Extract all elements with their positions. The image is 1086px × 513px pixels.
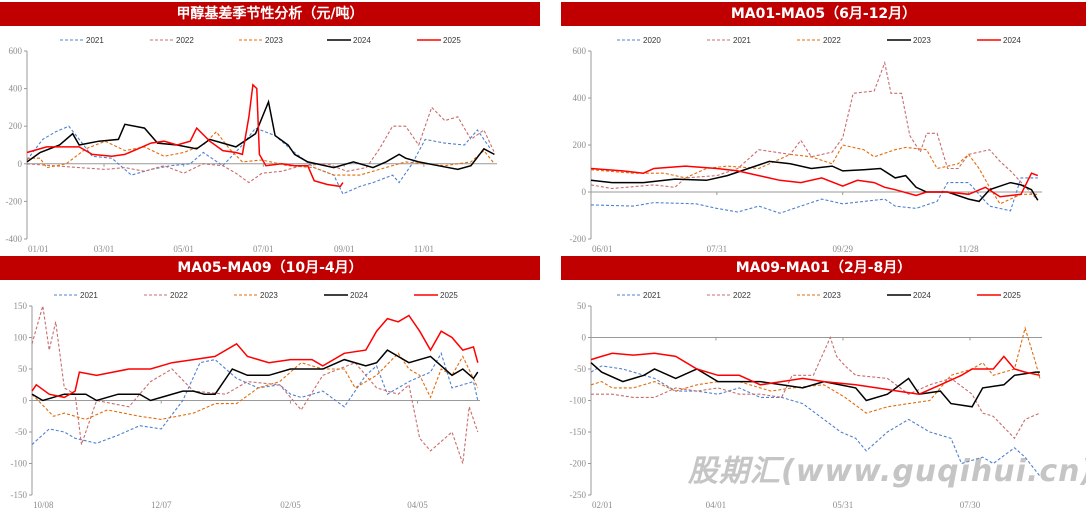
watermark: 股期汇(www.guqihui.cn)	[688, 454, 1086, 489]
legend-label-2021: 2021	[733, 36, 751, 45]
chart-title-ma09-ma01: MA09-MA01（2月-8月）	[561, 256, 1086, 280]
legend-label-2023: 2023	[265, 36, 283, 45]
legend-label-2024: 2024	[350, 291, 368, 300]
series-line-2025	[26, 83, 344, 188]
legend-label-2024: 2024	[1003, 36, 1021, 45]
series-line-2024	[590, 165, 1039, 198]
y-tick-label: -150	[570, 427, 587, 437]
series-line-2024	[31, 349, 479, 402]
y-tick-label: -200	[570, 459, 587, 469]
y-tick-label: 400	[573, 93, 587, 103]
y-tick-label: 0	[582, 333, 587, 343]
series-line-2023	[31, 352, 479, 420]
y-tick-label: 100	[14, 333, 28, 343]
y-tick-label: -250	[570, 490, 587, 500]
x-tick-label: 07/01	[253, 244, 274, 254]
x-tick-label: 11/28	[958, 244, 979, 254]
x-tick-label: 10/08	[33, 500, 54, 510]
y-tick-label: -100	[570, 396, 587, 406]
y-tick-label: 600	[573, 46, 587, 56]
legend-label-2022: 2022	[176, 36, 194, 45]
legend-label-2024: 2024	[913, 291, 931, 300]
x-tick-label: 03/01	[94, 244, 115, 254]
series-line-2020	[590, 177, 1038, 214]
legend-label-2023: 2023	[260, 291, 278, 300]
y-tick-label: 150	[14, 301, 28, 311]
series-line-2021	[31, 351, 479, 446]
series-line-2023	[590, 326, 1041, 414]
x-tick-label: 02/01	[592, 500, 613, 510]
series-line-2023	[27, 130, 495, 176]
legend-label-2023: 2023	[913, 36, 931, 45]
x-tick-label: 09/29	[832, 244, 853, 254]
series-line-2022	[590, 144, 1038, 205]
y-tick-label: 50	[577, 301, 587, 311]
y-tick-label: 0	[18, 159, 23, 169]
x-tick-label: 01/01	[28, 244, 49, 254]
series-line-2024	[26, 99, 495, 171]
series-line-2021	[590, 365, 1041, 477]
chart-title-ma01-ma05: MA01-MA05（6月-12月）	[561, 2, 1086, 26]
legend-label-2022: 2022	[823, 36, 841, 45]
x-tick-label: 11/01	[414, 244, 434, 254]
series-line-2022	[591, 335, 1041, 440]
series-line-2022	[31, 305, 479, 464]
y-tick-label: 50	[18, 364, 28, 374]
y-tick-label: -150	[11, 490, 28, 500]
legend-label-2025: 2025	[443, 36, 461, 45]
x-tick-label: 06/01	[592, 244, 613, 254]
y-tick-label: -200	[6, 196, 23, 206]
series-line-2025	[590, 352, 1041, 395]
series-line-2021	[590, 60, 1039, 201]
legend-label-2020: 2020	[643, 36, 661, 45]
y-tick-label: 600	[9, 46, 23, 56]
chart-title-ma05-ma09: MA05-MA09（10月-4月）	[0, 256, 540, 280]
legend-label-2025: 2025	[440, 291, 458, 300]
y-tick-label: -400	[6, 234, 23, 244]
chart-title-methanol-basis: 甲醇基差季节性分析（元/吨）	[0, 2, 540, 26]
y-tick-label: 400	[9, 84, 23, 94]
legend-label-2022: 2022	[170, 291, 188, 300]
x-tick-label: 12/07	[151, 500, 172, 510]
y-tick-label: 0	[23, 396, 28, 406]
chart-methanol-basis: -400 -200 0 200 400 600 01/01 03/01 05/01 07/01 09…	[6, 36, 497, 254]
x-tick-label: 04/01	[706, 500, 727, 510]
x-tick-label: 09/01	[334, 244, 355, 254]
series-line-2024	[590, 362, 1040, 408]
x-tick-label: 04/05	[407, 500, 428, 510]
legend-label-2024: 2024	[353, 36, 371, 45]
y-tick-label: 0	[582, 187, 587, 197]
y-tick-label: -200	[570, 234, 587, 244]
x-tick-label: 02/05	[280, 500, 301, 510]
y-tick-label: 200	[9, 121, 23, 131]
x-tick-label: 05/01	[173, 244, 194, 254]
chart-ma01-ma05: -200 0 200 400 600 06/01 07/31 09/29 11/28 2020 20…	[570, 36, 1042, 254]
series-line-2023	[590, 160, 1039, 203]
y-tick-label: -50	[15, 427, 27, 437]
x-tick-label: 07/30	[960, 500, 981, 510]
series-line-2021	[26, 125, 491, 195]
x-tick-label: 07/31	[707, 244, 728, 254]
chart-ma05-ma09: -150 -100 -50 0 50 100 150 10/08 12/07 02/05 04/05…	[11, 291, 480, 510]
legend-label-2023: 2023	[823, 291, 841, 300]
chart-ma09-ma01: -250 -200 -150 -100 -50 0 50 02/01 04/01 05/31 07/…	[570, 291, 1042, 510]
x-tick-label: 05/31	[833, 500, 854, 510]
series-line-2025	[31, 314, 479, 399]
legend-label-2022: 2022	[733, 291, 751, 300]
legend-label-2025: 2025	[1003, 291, 1021, 300]
legend-label-2021: 2021	[643, 291, 661, 300]
series-line-2022	[26, 106, 495, 184]
y-tick-label: 200	[573, 140, 587, 150]
legend-label-2021: 2021	[80, 291, 98, 300]
legend-label-2021: 2021	[86, 36, 104, 45]
y-tick-label: -100	[11, 459, 28, 469]
y-tick-label: -50	[574, 364, 586, 374]
